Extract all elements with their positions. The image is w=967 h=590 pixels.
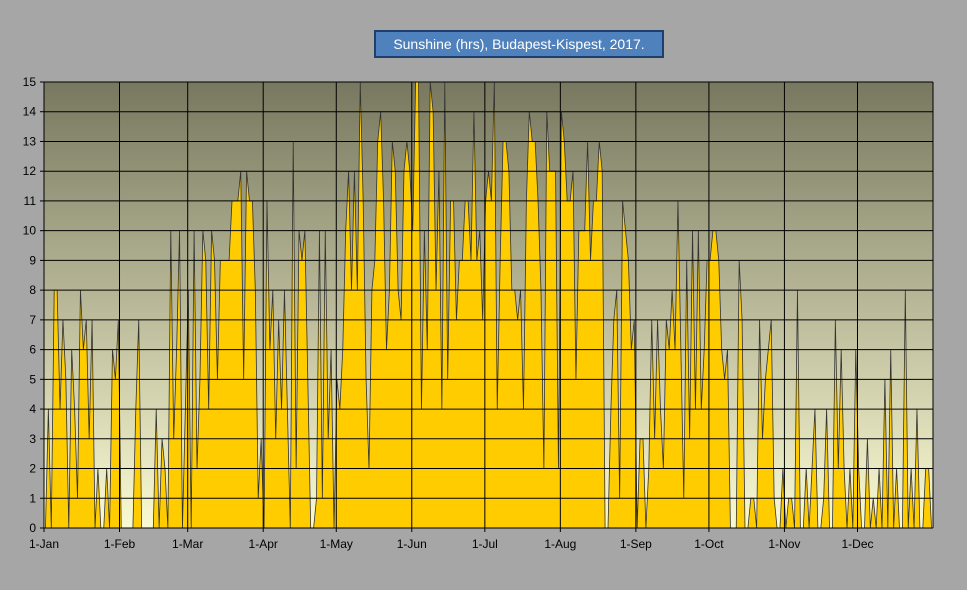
x-tick-label: 1-Nov	[768, 537, 800, 551]
y-tick-label: 1	[29, 491, 36, 505]
y-tick-label: 6	[29, 343, 36, 357]
y-tick-label: 12	[23, 164, 37, 178]
x-tick-label: 1-Jan	[29, 537, 59, 551]
y-tick-label: 4	[29, 402, 36, 416]
x-tick-label: 1-Jul	[472, 537, 498, 551]
x-tick-label: 1-Feb	[104, 537, 136, 551]
y-tick-label: 8	[29, 283, 36, 297]
x-tick-label: 1-Oct	[694, 537, 724, 551]
x-tick-label: 1-Apr	[249, 537, 278, 551]
y-tick-label: 7	[29, 313, 36, 327]
y-tick-label: 0	[29, 521, 36, 535]
y-tick-label: 3	[29, 432, 36, 446]
y-tick-label: 2	[29, 462, 36, 476]
sunshine-area	[44, 82, 933, 528]
chart-title: Sunshine (hrs), Budapest-Kispest, 2017.	[374, 30, 664, 58]
x-axis: 1-Jan 1-Feb 1-Mar 1-Apr 1-May 1-Jun 1-Jul 1-Aug…	[29, 527, 933, 551]
y-tick-label: 14	[23, 105, 37, 119]
y-tick-label: 11	[24, 194, 37, 208]
x-tick-label: 1-Aug	[544, 537, 576, 551]
y-tick-label: 9	[29, 253, 36, 267]
x-tick-label: 1-May	[320, 537, 353, 551]
x-tick-label: 1-Mar	[172, 537, 203, 551]
y-tick-label: 5	[29, 372, 36, 386]
y-tick-label: 15	[23, 75, 37, 89]
y-tick-label: 13	[23, 134, 37, 148]
x-tick-label: 1-Sep	[620, 537, 652, 551]
x-tick-label: 1-Jun	[397, 537, 427, 551]
x-tick-label: 1-Dec	[841, 537, 873, 551]
y-tick-label: 10	[23, 224, 37, 238]
